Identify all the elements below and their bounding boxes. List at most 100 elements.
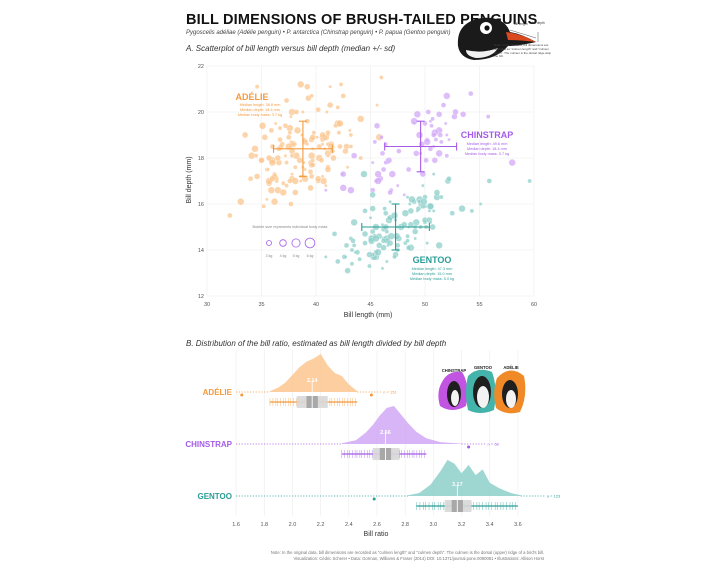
scatter-point <box>374 170 382 178</box>
scatter-point <box>413 150 420 157</box>
scatter-point <box>283 97 290 104</box>
scatter-point <box>251 145 259 153</box>
y-axis-label: Bill depth (mm) <box>186 156 193 203</box>
scatter-point <box>415 131 424 139</box>
scatter-point <box>277 125 283 131</box>
scatter-point <box>423 138 431 146</box>
scatter-point <box>401 221 408 228</box>
scatter-point <box>413 236 417 241</box>
scatter-point <box>307 169 314 175</box>
gentoo-median-length: Median length: 47.3 mm <box>412 267 453 271</box>
penguin-head-illustration: bill length bill depth <box>457 17 545 60</box>
scatter-point <box>290 172 294 176</box>
scatter-point <box>429 123 434 128</box>
scatter-point <box>305 142 310 146</box>
scatter-point <box>439 194 444 200</box>
bill-depth-callout: bill depth <box>532 21 545 25</box>
scatter-point <box>440 102 447 108</box>
scatter-point <box>309 134 316 141</box>
ridge-tick-label: 3.6 <box>514 522 522 528</box>
scatter-point <box>387 240 394 247</box>
scatter-point <box>431 172 436 176</box>
ridge-tick-label: 3.2 <box>458 522 466 528</box>
ridge-tick-label: 2.0 <box>289 522 297 528</box>
y-tick-label: 12 <box>198 294 204 300</box>
scatter-point <box>307 184 314 191</box>
scatter-point <box>289 114 293 119</box>
scatter-point <box>395 183 400 188</box>
label-chinstrap: CHINSTRAP <box>461 130 514 140</box>
scatter-tick-labels: 30 35 40 45 50 55 60 12 14 16 18 20 22 <box>198 64 537 308</box>
scatter-point <box>253 153 259 158</box>
median-label: 2.14 <box>307 378 319 384</box>
median-label: 3.17 <box>452 482 463 488</box>
scatter-point <box>258 157 265 164</box>
scatter-point <box>254 173 261 180</box>
scatter-point <box>340 93 346 99</box>
scatter-point <box>336 130 342 135</box>
footnote-note: Note: In the original data, bill dimensi… <box>270 550 544 555</box>
scatter-point <box>348 128 352 133</box>
x-tick-label: 30 <box>204 302 210 308</box>
outlier-point <box>369 393 373 397</box>
scatter-point <box>326 153 330 158</box>
scatter-point <box>296 157 303 164</box>
scatter-point <box>261 134 268 141</box>
scatter-point <box>486 178 492 184</box>
ridge-distributions: 2.14 n = 151 ADÉLIE 2.66 n = 68 CHINSTRAP 3.17… <box>185 354 561 512</box>
scatter-point <box>349 247 355 253</box>
size-legend-label-4kg: 4 kg <box>280 254 287 258</box>
outlier-point <box>372 497 376 501</box>
scatter-point <box>435 149 443 157</box>
scatter-point <box>311 130 317 135</box>
scatter-point <box>370 160 375 165</box>
scatter-point <box>383 210 389 216</box>
scatter-point <box>478 202 483 206</box>
scatter-points <box>227 75 532 274</box>
scatter-point <box>430 116 435 122</box>
ridge-gentoo: 3.17 n = 123 GENTOO <box>197 459 561 512</box>
scatter-chart: 30 35 40 45 50 55 60 12 14 16 18 20 22 Bill length (… <box>186 64 537 319</box>
scatter-point <box>242 131 249 139</box>
scatter-point <box>227 212 233 219</box>
scatter-point <box>319 131 326 139</box>
ridge-tick-label: 2.6 <box>373 522 381 528</box>
scatter-point <box>433 137 439 142</box>
scatter-point <box>347 186 355 194</box>
scatter-point <box>426 202 435 210</box>
bill-length-callout: bill length <box>514 22 528 26</box>
scatter-point <box>325 130 331 136</box>
scatter-point <box>285 142 293 151</box>
size-legend-circle-5kg <box>291 238 301 248</box>
adelie-median-depth: Median depth: 18.4 mm <box>240 108 280 112</box>
scatter-point <box>425 241 429 245</box>
scatter-point <box>361 230 369 237</box>
x-tick-label: 55 <box>476 302 482 308</box>
scatter-point <box>407 202 412 206</box>
adelie-median-length: Median length: 38.8 mm <box>240 103 281 107</box>
scatter-point <box>423 157 429 163</box>
chinstrap-median-depth: Median depth: 18.4 mm <box>467 147 507 151</box>
median-label: 2.66 <box>380 430 391 436</box>
scatter-point <box>237 198 245 206</box>
scatter-point <box>402 193 407 197</box>
scatter-point <box>379 150 386 157</box>
scatter-point <box>351 152 358 159</box>
scatter-point <box>330 154 337 162</box>
scatter-point <box>339 184 347 192</box>
scatter-point <box>362 240 368 246</box>
scatter-point <box>325 110 329 114</box>
outlier-point <box>467 445 471 449</box>
scatter-point <box>308 173 315 180</box>
ridge-tick-label: 2.4 <box>345 522 353 528</box>
gentoo-median-mass: Median body mass: 5.0 kg <box>410 277 454 281</box>
scatter-point <box>309 93 314 99</box>
ridge-chart: 2.14 n = 151 ADÉLIE 2.66 n = 68 CHINSTRAP 3.17… <box>185 350 561 538</box>
y-tick-label: 16 <box>198 202 204 208</box>
scatter-point <box>261 204 266 209</box>
scatter-point <box>388 170 396 178</box>
scatter-point <box>439 139 444 145</box>
y-tick-label: 18 <box>198 156 204 162</box>
x-tick-label: 35 <box>258 302 264 308</box>
scatter-point <box>405 166 412 173</box>
